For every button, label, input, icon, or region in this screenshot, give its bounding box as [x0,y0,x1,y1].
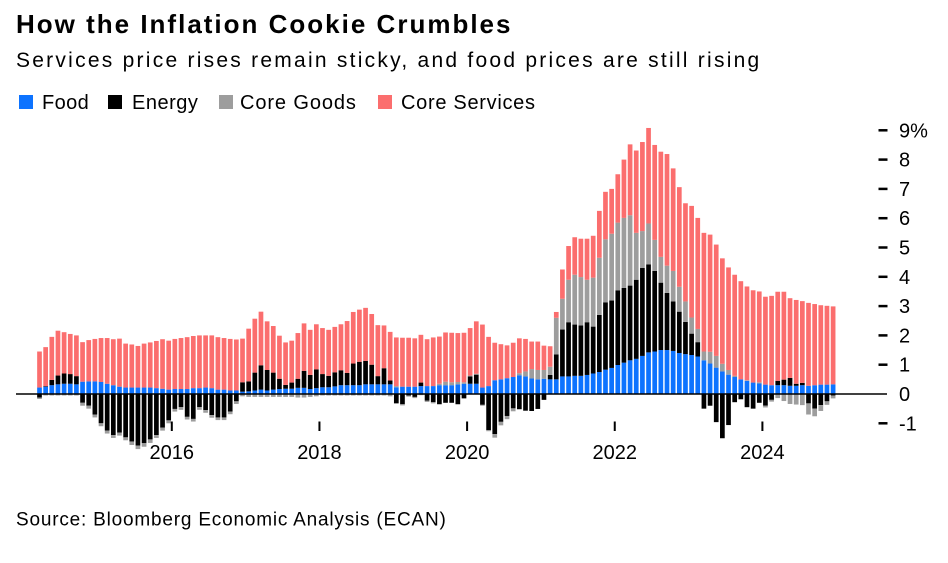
svg-text:Food: Food [42,92,89,114]
svg-text:2018: 2018 [297,442,342,464]
svg-text:0: 0 [899,384,910,406]
svg-text:2022: 2022 [593,442,638,464]
svg-text:9%: 9% [899,120,928,142]
svg-text:8: 8 [899,150,910,172]
svg-text:3: 3 [899,296,910,318]
svg-text:Source: Bloomberg Economic Ana: Source: Bloomberg Economic Analysis (ECA… [16,510,447,531]
svg-text:2016: 2016 [150,442,195,464]
svg-text:Energy: Energy [132,92,198,114]
svg-text:7: 7 [899,179,910,201]
svg-text:2024: 2024 [740,442,785,464]
svg-text:Services price rises remain st: Services price rises remain sticky, and … [16,49,761,72]
svg-text:-1: -1 [899,413,917,435]
svg-text:6: 6 [899,208,910,230]
svg-text:Core Goods: Core Goods [240,92,357,114]
svg-text:2020: 2020 [445,442,490,464]
svg-text:4: 4 [899,267,910,289]
svg-text:1: 1 [899,355,910,377]
svg-text:2: 2 [899,325,910,347]
svg-text:Core Services: Core Services [401,92,536,114]
svg-text:5: 5 [899,238,910,260]
svg-text:How the Inflation Cookie Crumb: How the Inflation Cookie Crumbles [16,9,512,39]
